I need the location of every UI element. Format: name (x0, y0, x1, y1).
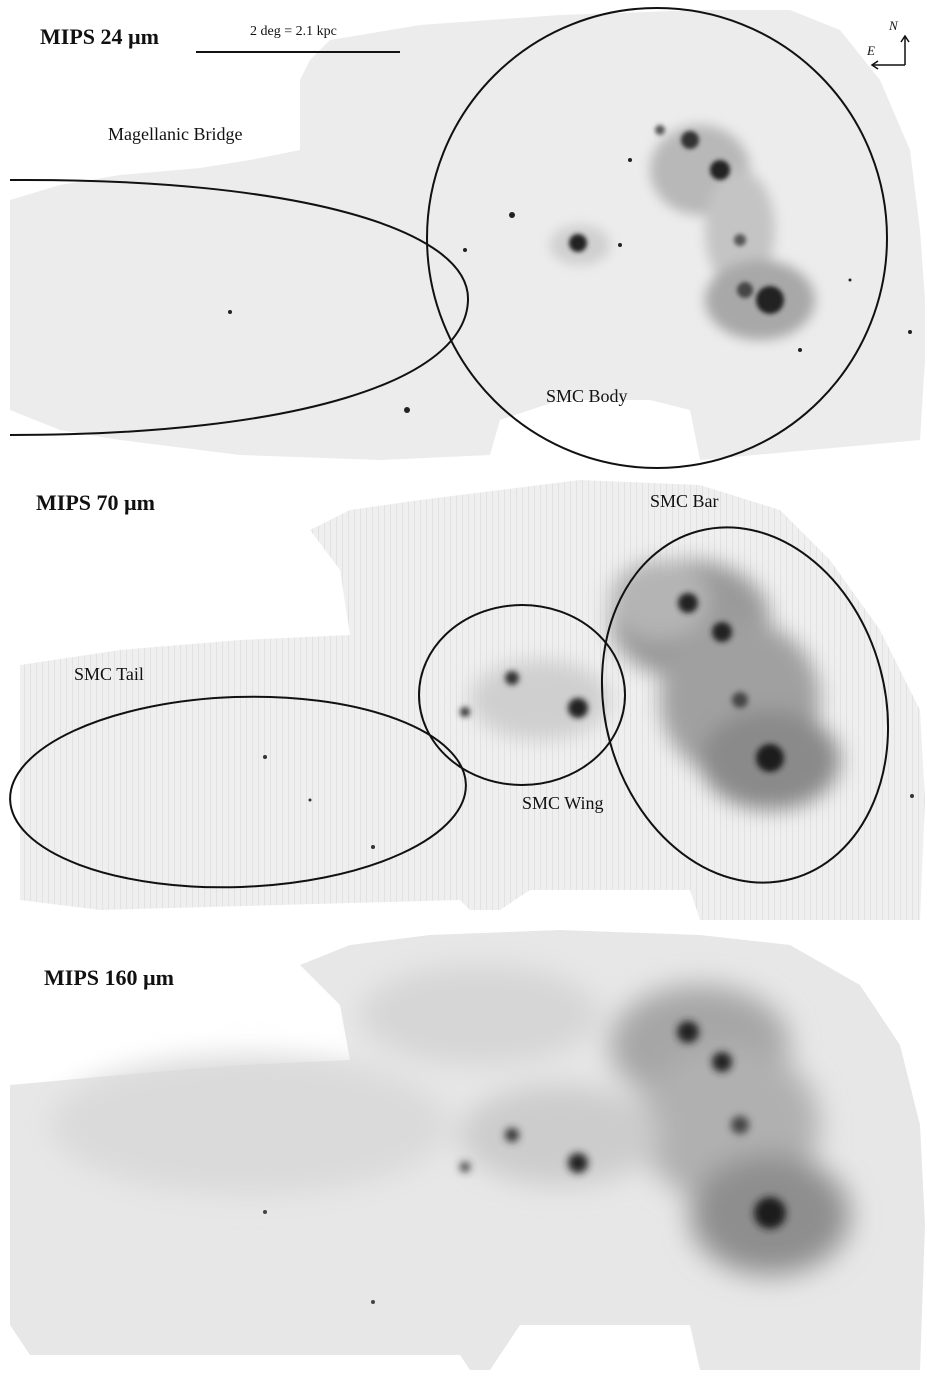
panel-mips-160: MIPS 160 µm (0, 925, 927, 1378)
diffuse-emission (470, 560, 840, 810)
panel-title: MIPS 70 µm (36, 490, 156, 515)
compass-north-label: N (889, 18, 898, 33)
compass-east-label: E (867, 43, 875, 58)
bright-knots (569, 125, 784, 314)
point-sources (263, 755, 914, 849)
point-sources (228, 158, 912, 413)
mips-160-image (10, 930, 925, 1370)
panel-mips-70: MIPS 70 µm SMC Bar SMC Tail SMC Wing (0, 470, 927, 925)
magellanic-bridge-outline (9, 178, 470, 436)
region-label-bar: SMC Bar (650, 491, 719, 511)
diffuse-emission (50, 965, 850, 1275)
region-label-bridge: Magellanic Bridge (108, 124, 243, 144)
mips-24-image (9, 7, 925, 469)
mips-70-image (9, 480, 925, 920)
smc-body-outline (426, 7, 888, 469)
region-label-body: SMC Body (546, 386, 628, 406)
smc-tail-outline (9, 695, 467, 889)
bright-knots (460, 1021, 786, 1229)
panel-title: MIPS 24 µm (40, 24, 160, 49)
panel-title: MIPS 160 µm (44, 965, 175, 990)
bright-knots (460, 593, 784, 772)
panel-mips-24: MIPS 24 µm 2 deg = 2.1 kpc N E Magellani… (0, 0, 927, 470)
region-label-tail: SMC Tail (74, 664, 144, 684)
region-label-wing: SMC Wing (522, 793, 604, 813)
scale-bar-label: 2 deg = 2.1 kpc (250, 24, 337, 39)
smc-wing-outline (418, 604, 626, 786)
point-sources (263, 1210, 375, 1304)
compass-icon (870, 34, 910, 70)
survey-coverage (10, 10, 925, 460)
